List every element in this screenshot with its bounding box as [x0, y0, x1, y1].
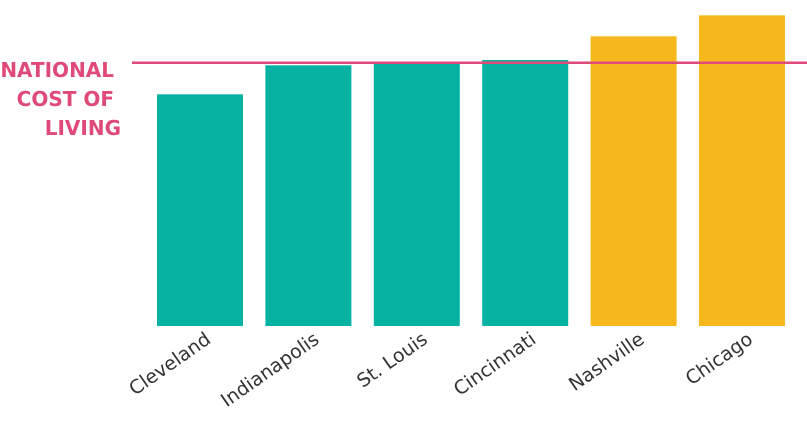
bar-indianapolis: [265, 65, 352, 327]
category-label-indianapolis: Indianapolis: [217, 328, 323, 412]
bar-cincinnati: [482, 60, 569, 326]
bar-cleveland: [157, 94, 243, 326]
reference-label-line-2: COST OF: [17, 87, 114, 111]
bar-st-louis: [373, 62, 460, 326]
category-label-cleveland: Cleveland: [125, 328, 215, 400]
category-label-nashville: Nashville: [565, 328, 649, 396]
reference-label: NATIONAL COST OF LIVING: [0, 58, 121, 140]
bars-group: [157, 15, 785, 327]
category-labels-group: Cleveland Indianapolis St. Louis Cincinnati…: [125, 328, 757, 412]
category-label-chicago: Chicago: [682, 328, 757, 390]
bar-chicago: [699, 15, 785, 327]
reference-label-line-3: LIVING: [45, 116, 121, 140]
reference-label-line-1: NATIONAL: [0, 58, 114, 82]
bar-nashville: [590, 36, 677, 327]
category-label-cincinnati: Cincinnati: [450, 328, 540, 400]
category-label-st-louis: St. Louis: [353, 328, 432, 392]
